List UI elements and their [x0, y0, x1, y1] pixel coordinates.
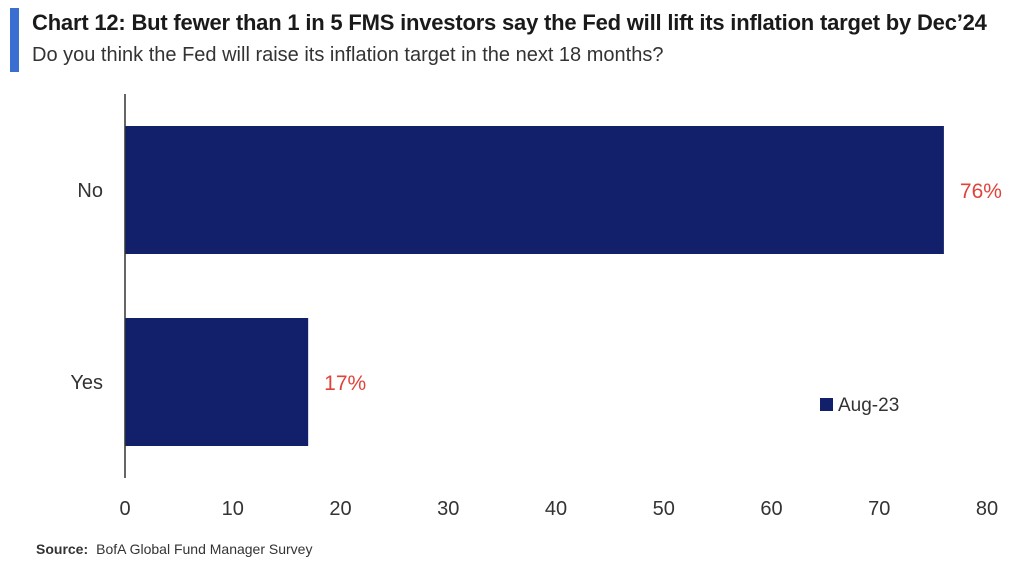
x-tick-label: 40: [545, 498, 567, 520]
x-tick-label: 80: [976, 498, 998, 520]
source-note: Source: BofA Global Fund Manager Survey: [36, 541, 312, 557]
x-tick-label: 50: [653, 498, 675, 520]
legend-label: Aug-23: [838, 395, 899, 416]
data-label-yes: 17%: [324, 372, 366, 395]
chart-subtitle: Do you think the Fed will raise its infl…: [32, 44, 664, 66]
bar-no: [125, 126, 944, 254]
chart-title: Chart 12: But fewer than 1 in 5 FMS inve…: [32, 10, 987, 35]
source-label: Source:: [36, 541, 89, 557]
bar-yes: [125, 318, 309, 446]
source-text: BofA Global Fund Manager Survey: [96, 541, 313, 557]
title-accent-bar: [10, 8, 19, 72]
bar-chart: No 76% Yes 17% 0 10 20 30 40 50 60 70 80 Aug-23: [70, 94, 1002, 520]
x-tick-label: 30: [437, 498, 459, 520]
category-label-yes: Yes: [70, 372, 103, 394]
x-tick-label: 20: [329, 498, 351, 520]
x-tick-label: 10: [222, 498, 244, 520]
legend-swatch: [820, 398, 833, 411]
x-tick-label: 70: [868, 498, 890, 520]
category-label-no: No: [77, 180, 103, 202]
x-tick-label: 60: [760, 498, 782, 520]
x-tick-label: 0: [119, 498, 130, 520]
data-label-no: 76%: [960, 180, 1002, 203]
